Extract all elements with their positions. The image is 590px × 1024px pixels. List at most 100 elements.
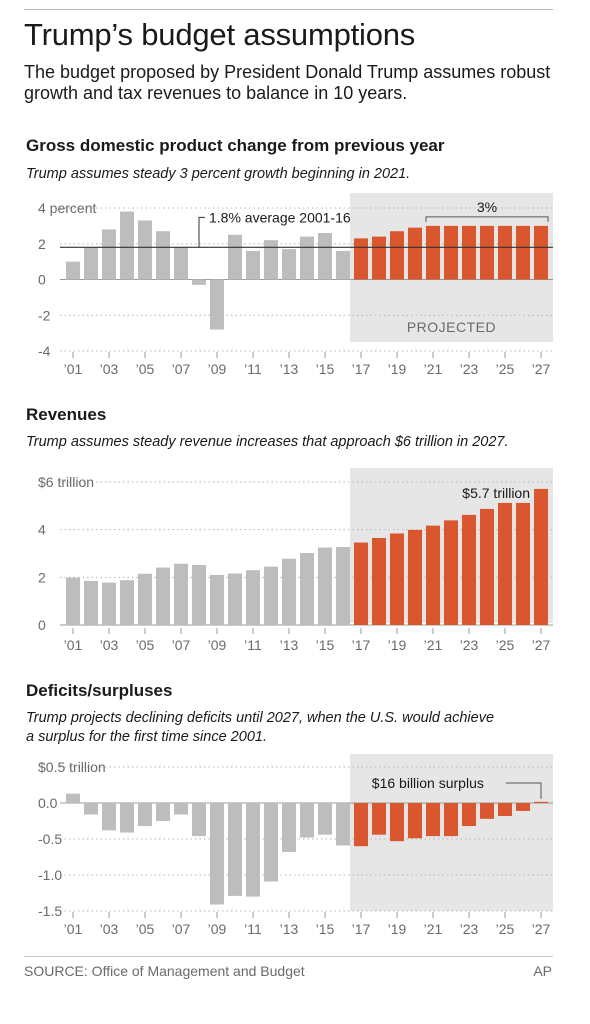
bar-2014 bbox=[299, 553, 315, 625]
bar-2025 bbox=[497, 502, 513, 625]
average-label: 1.8% average 2001-16 bbox=[209, 209, 351, 225]
bar-2022 bbox=[443, 520, 459, 625]
average-label-leader bbox=[198, 216, 205, 248]
bracket-line bbox=[425, 216, 549, 222]
x-tick-label: ’19 bbox=[388, 637, 407, 653]
deficits-annotation-leader bbox=[505, 782, 542, 799]
bar-2012 bbox=[263, 566, 279, 625]
x-tick-label: ’09 bbox=[208, 637, 227, 653]
x-tick-label: ’01 bbox=[64, 637, 83, 653]
bar-2022 bbox=[443, 803, 459, 837]
bar-2011 bbox=[245, 803, 261, 897]
bar-2004 bbox=[119, 580, 135, 625]
x-tick-label: ’17 bbox=[352, 637, 371, 653]
bar-2014 bbox=[299, 803, 315, 838]
x-tick-label: ’01 bbox=[64, 361, 83, 377]
bar-2008 bbox=[191, 279, 207, 285]
source-note: SOURCE: Office of Management and Budget bbox=[24, 963, 305, 979]
bar-2015 bbox=[317, 547, 333, 625]
bar-2010 bbox=[227, 803, 243, 896]
bar-2020 bbox=[407, 529, 423, 625]
x-tick-label: ’25 bbox=[496, 637, 515, 653]
bar-2001 bbox=[65, 577, 81, 625]
x-tick-label: ’13 bbox=[280, 921, 299, 937]
bar-2023 bbox=[461, 225, 477, 280]
deficits-chart-subtitle-line-2: a surplus for the first time since 2001. bbox=[26, 729, 267, 745]
revenues-y-axis: $6 trillion 4 2 0 bbox=[38, 474, 94, 633]
x-tick-label: ’13 bbox=[280, 637, 299, 653]
revenues-annotation: $5.7 trillion bbox=[462, 485, 530, 501]
x-tick-label: ’11 bbox=[244, 637, 262, 653]
revenues-chart-subtitle: Trump assumes steady revenue increases t… bbox=[26, 434, 509, 450]
x-tick-label: ’07 bbox=[172, 637, 191, 653]
deficits-y-axis: $0.5 trillion 0.0 -0.5 -1.0 -1.5 bbox=[38, 759, 106, 919]
bar-2012 bbox=[263, 240, 279, 280]
gdp-chart: Gross domestic product change from previ… bbox=[26, 136, 553, 377]
credit: AP bbox=[533, 963, 552, 979]
bar-2004 bbox=[119, 803, 135, 833]
bar-2002 bbox=[83, 803, 99, 815]
gdp-x-axis: ’01 ’03 ’05 ’07 ’09 ’11 ’13 ’15 ’17 ’19 ’21 ’23 ’25 ’… bbox=[64, 352, 551, 377]
x-tick-label: ’03 bbox=[100, 921, 119, 937]
bar-2013 bbox=[281, 803, 297, 852]
x-tick-label: ’15 bbox=[316, 921, 335, 937]
bar-2026 bbox=[515, 225, 531, 280]
bar-2019 bbox=[389, 533, 405, 625]
x-tick-label: ’25 bbox=[496, 361, 515, 377]
x-tick-label: ’19 bbox=[388, 921, 407, 937]
x-tick-label: ’27 bbox=[532, 361, 551, 377]
x-tick-label: ’27 bbox=[532, 921, 551, 937]
projected-label: PROJECTED bbox=[407, 319, 496, 335]
bar-2025 bbox=[497, 225, 513, 280]
bar-2027 bbox=[533, 801, 549, 804]
bar-2011 bbox=[245, 570, 261, 625]
bar-2010 bbox=[227, 573, 243, 625]
y-tick-label: -1.0 bbox=[38, 867, 62, 883]
bottom-rule bbox=[24, 956, 553, 957]
bar-2007 bbox=[173, 803, 189, 815]
y-tick-label: 0.0 bbox=[38, 795, 58, 811]
bar-2009 bbox=[209, 279, 225, 330]
bar-2017 bbox=[353, 238, 369, 280]
bar-2012 bbox=[263, 803, 279, 882]
bar-2020 bbox=[407, 227, 423, 280]
bar-2009 bbox=[209, 803, 225, 905]
revenues-annotation-background bbox=[448, 483, 534, 503]
bar-2018 bbox=[371, 538, 387, 625]
gdp-chart-subtitle: Trump assumes steady 3 percent growth be… bbox=[26, 166, 410, 182]
y-tick-label: -4 bbox=[38, 343, 51, 359]
bar-2001 bbox=[65, 793, 81, 803]
bar-2005 bbox=[137, 803, 153, 827]
bar-2014 bbox=[299, 236, 315, 280]
x-tick-label: ’25 bbox=[496, 921, 515, 937]
bar-2002 bbox=[83, 580, 99, 625]
x-tick-label: ’21 bbox=[424, 637, 443, 653]
bar-2005 bbox=[137, 220, 153, 280]
gdp-chart-title: Gross domestic product change from previ… bbox=[26, 136, 445, 155]
bar-2021 bbox=[425, 225, 441, 280]
x-tick-label: ’23 bbox=[460, 921, 479, 937]
bar-2024 bbox=[479, 803, 495, 819]
x-tick-label: ’03 bbox=[100, 361, 119, 377]
top-rule bbox=[24, 9, 553, 10]
y-tick-label: -1.5 bbox=[38, 903, 62, 919]
x-tick-label: ’27 bbox=[532, 637, 551, 653]
bar-2008 bbox=[191, 803, 207, 837]
bar-2015 bbox=[317, 803, 333, 835]
y-tick-label: 0 bbox=[38, 617, 46, 633]
gdp-y-axis: 4 percent 2 0 -2 -4 bbox=[38, 200, 96, 359]
bar-2007 bbox=[173, 247, 189, 280]
y-tick-label: 4 percent bbox=[38, 200, 96, 216]
x-tick-label: ’19 bbox=[388, 361, 407, 377]
bar-2026 bbox=[515, 803, 531, 811]
bar-2025 bbox=[497, 803, 513, 816]
x-tick-label: ’03 bbox=[100, 637, 119, 653]
bar-2017 bbox=[353, 542, 369, 625]
y-tick-label: 0 bbox=[38, 272, 46, 288]
x-tick-label: ’17 bbox=[352, 361, 371, 377]
deficits-annotation: $16 billion surplus bbox=[372, 775, 484, 791]
y-tick-label: 2 bbox=[38, 569, 46, 585]
x-tick-label: ’13 bbox=[280, 361, 299, 377]
bar-2022 bbox=[443, 225, 459, 280]
